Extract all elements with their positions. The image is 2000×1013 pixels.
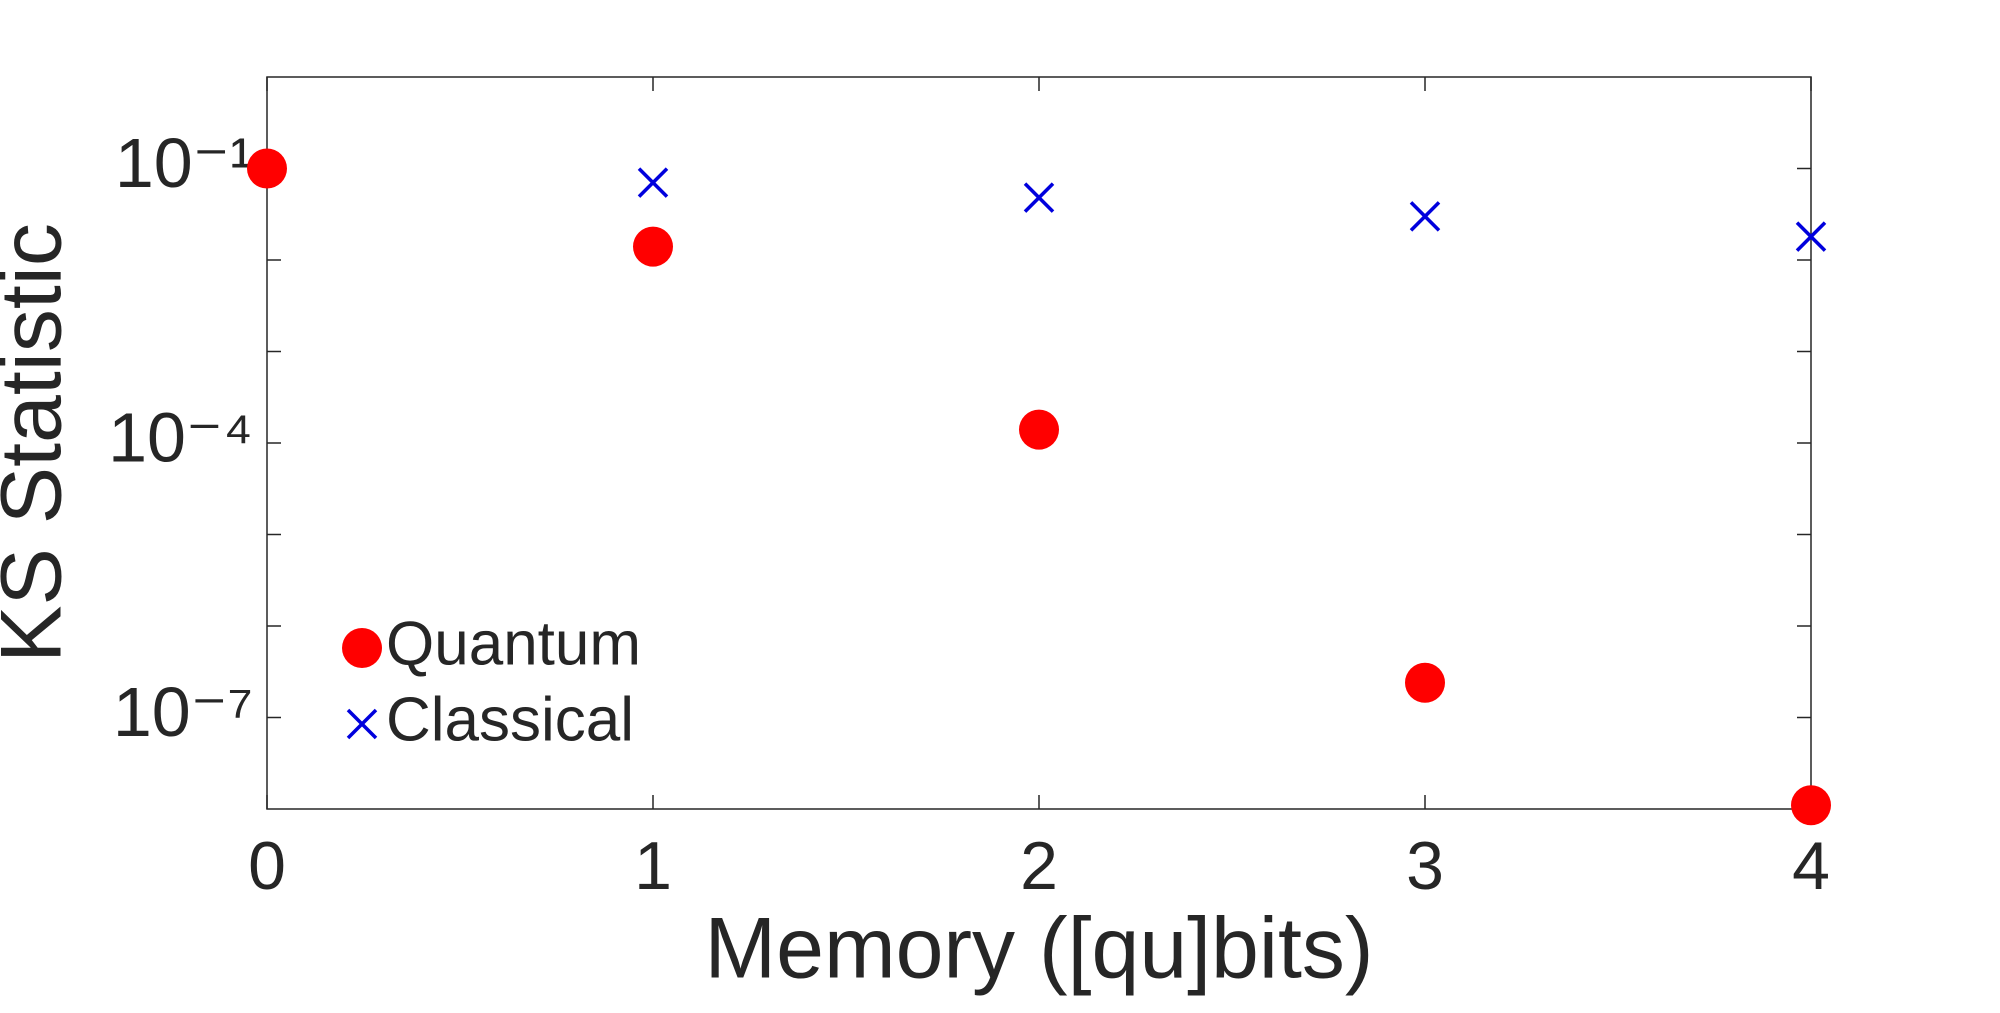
legend-label: Classical — [386, 685, 634, 754]
x-tick-label: 2 — [1020, 828, 1058, 904]
x-stroke — [1409, 201, 1441, 232]
x-tick-label: 3 — [1406, 828, 1444, 904]
point — [1409, 201, 1441, 232]
y-tick-label: 10⁻⁷ — [113, 673, 253, 751]
y-tick-label: 10⁻¹ — [115, 124, 253, 202]
legend-marker — [342, 628, 382, 668]
x-axis-label: Memory ([qu]bits) — [704, 901, 1373, 997]
x-stroke — [637, 167, 669, 198]
y-axis-label: KS Statistic — [0, 223, 80, 663]
y-tick-label: 10⁻⁴ — [108, 398, 253, 476]
x-tick-label: 4 — [1792, 828, 1830, 904]
x-stroke — [1795, 221, 1827, 252]
x-tick-label: 1 — [634, 828, 672, 904]
point — [247, 148, 287, 189]
legend-label: Quantum — [386, 609, 641, 678]
point — [1795, 221, 1827, 252]
point — [1405, 662, 1445, 703]
point — [1019, 409, 1059, 450]
x-tick-label: 0 — [248, 828, 286, 904]
legend-marker — [346, 708, 378, 740]
point — [1791, 785, 1831, 826]
point — [637, 167, 669, 198]
point — [1023, 182, 1055, 213]
x-stroke — [1023, 182, 1055, 213]
x-stroke — [346, 708, 378, 740]
point — [633, 226, 673, 267]
